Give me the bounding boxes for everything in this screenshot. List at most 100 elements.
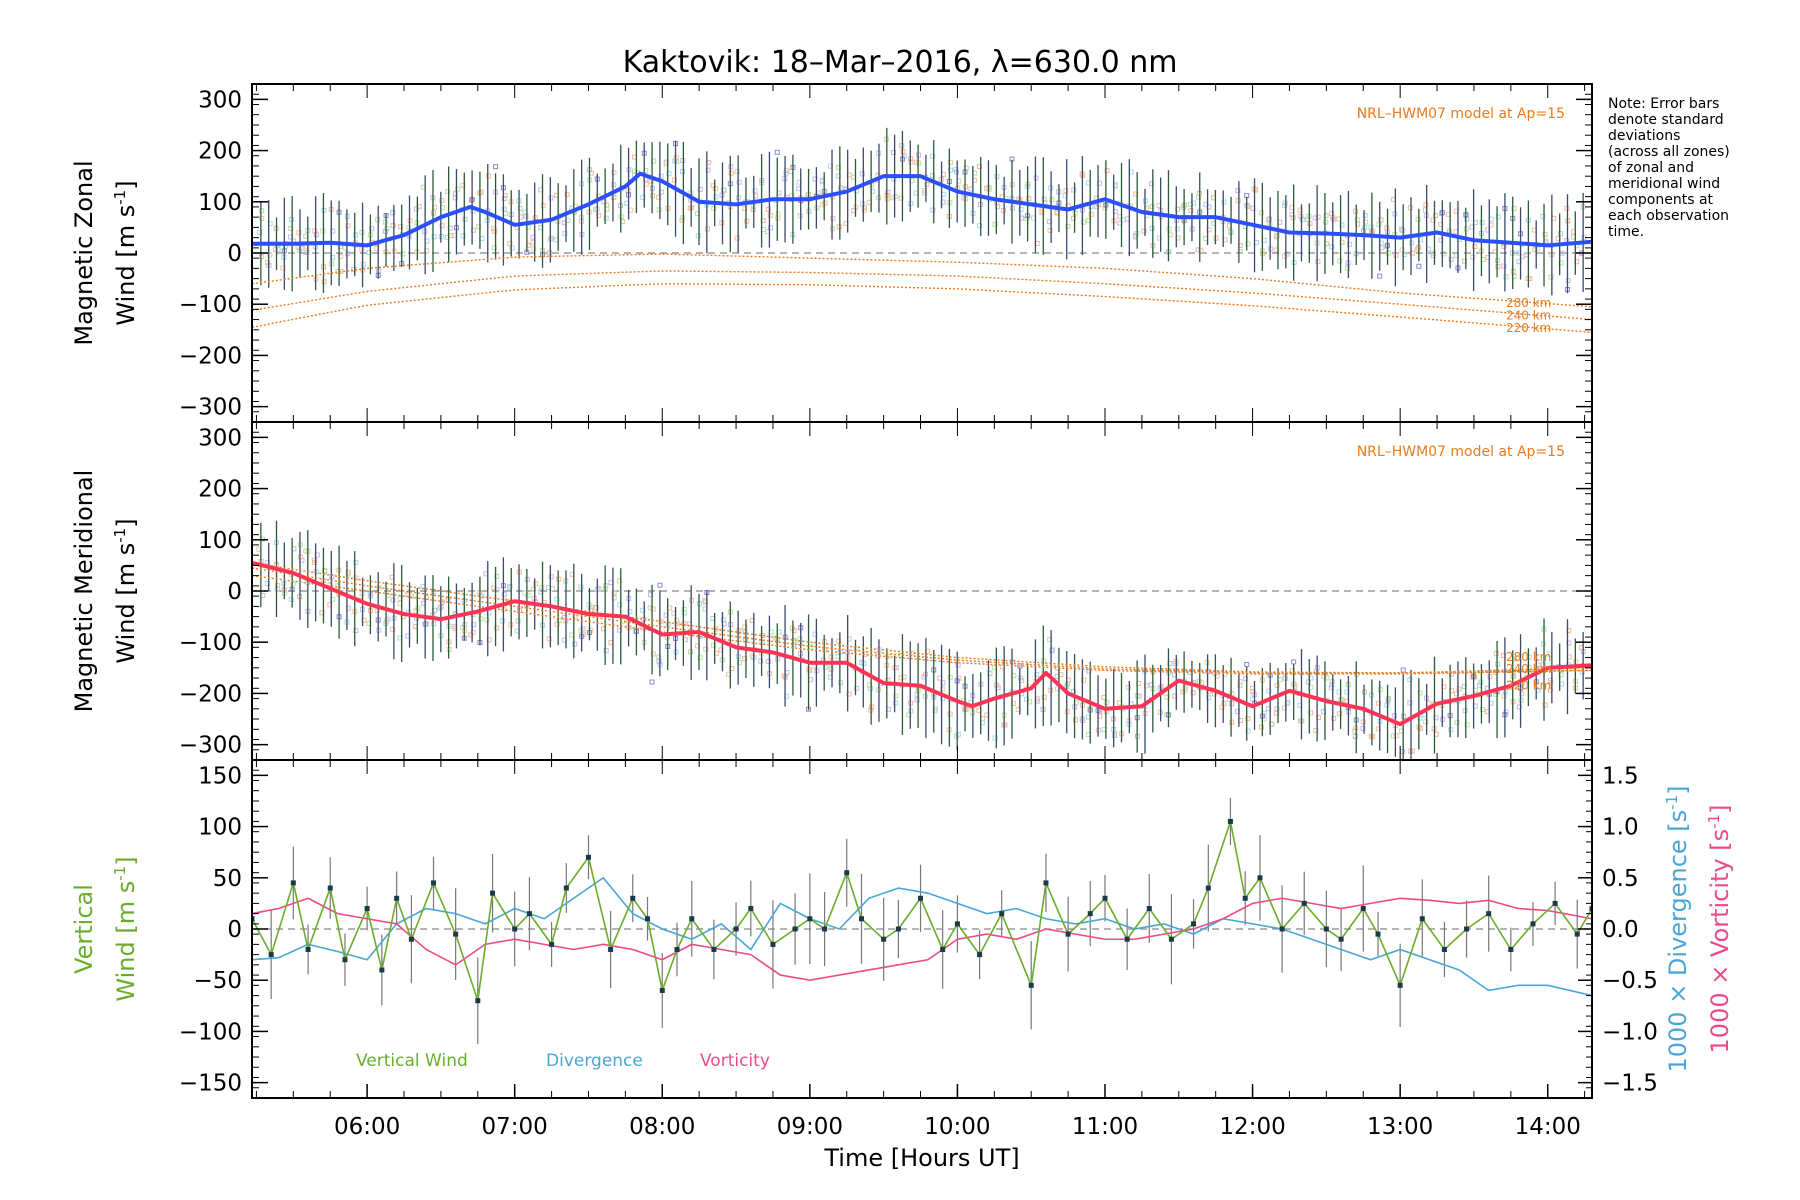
vertical-wind-point (1124, 936, 1130, 942)
zone-point (1323, 219, 1329, 225)
zone-point (296, 230, 302, 236)
ylabel-main: Wind [m s (112, 205, 140, 326)
zone-point (1331, 716, 1337, 722)
zone-point (656, 207, 662, 213)
model-curve-2 (252, 574, 1592, 675)
zone-point (390, 210, 396, 216)
x-tick-label: 11:00 (1072, 1114, 1138, 1140)
zone-point (1470, 674, 1476, 680)
y-axis-label-line1: Magnetic Zonal (70, 160, 98, 345)
y-tick-label: 100 (198, 190, 242, 216)
ylabel-main: Wind [m s (112, 881, 140, 1002)
zone-point (360, 261, 366, 267)
zone-point (1448, 256, 1454, 262)
zone-point (485, 173, 491, 179)
zone-point (390, 223, 396, 229)
panel-frame (251, 759, 1593, 1099)
zone-point (267, 252, 273, 258)
zone-point (1081, 677, 1087, 683)
zone-point (1018, 206, 1024, 212)
zone-point (1352, 733, 1358, 739)
zone-point (711, 642, 717, 648)
zone-point (1493, 650, 1499, 656)
zone-point (947, 674, 953, 680)
zone-point (1487, 674, 1493, 680)
zone-point (1346, 241, 1352, 247)
y2-tick-label: −0.5 (1602, 968, 1658, 994)
zone-point (666, 171, 672, 177)
zone-point (1377, 273, 1383, 279)
vertical-wind-point (689, 916, 695, 922)
zone-point (259, 208, 265, 214)
zone-point (1417, 715, 1423, 721)
zone-point (1065, 224, 1071, 230)
zone-point (930, 153, 936, 159)
zone-point (836, 638, 842, 644)
zone-point (1566, 628, 1572, 634)
vertical-wind-point (1530, 921, 1536, 927)
zone-point (1384, 244, 1390, 250)
vertical-wind-point (954, 921, 960, 927)
y-tick-label: 0 (227, 917, 242, 943)
vertical-wind-point (490, 890, 496, 896)
vertical-wind-point (408, 936, 414, 942)
y-axis-label-line2: Wind [m s-1] (111, 856, 140, 1001)
x-tick-label: 09:00 (777, 1114, 843, 1140)
y-tick-label: −300 (179, 733, 242, 759)
zone-point (1282, 203, 1288, 209)
zone-point (531, 246, 537, 252)
zone-point (1284, 700, 1290, 706)
zone-point (1407, 700, 1413, 706)
zone-point (345, 569, 351, 575)
zone-point (742, 624, 748, 630)
zone-point (1112, 732, 1118, 738)
y2-tick-label: 0.0 (1602, 917, 1639, 943)
zone-point (649, 679, 655, 685)
zone-point (658, 619, 664, 625)
zone-point (1221, 199, 1227, 205)
zone-point (1540, 641, 1546, 647)
zone-point (1190, 690, 1196, 696)
zone-point (885, 189, 891, 195)
zone-point (546, 250, 552, 256)
zone-point (695, 233, 701, 239)
zone-point (564, 192, 570, 198)
zone-point (932, 708, 938, 714)
zone-point (768, 225, 774, 231)
y-tick-label: 150 (198, 763, 242, 789)
note-line: (across all zones) (1608, 144, 1730, 160)
zone-point (656, 659, 662, 665)
zone-point (828, 654, 834, 660)
zone-point (758, 658, 764, 664)
zone-point (736, 179, 742, 185)
vertical-wind-point (1397, 982, 1403, 988)
zone-point (1071, 688, 1077, 694)
zone-point (703, 646, 709, 652)
zone-point (953, 733, 959, 739)
zone-point (548, 574, 554, 580)
y-tick-label: −100 (179, 292, 242, 318)
zone-point (1526, 654, 1532, 660)
zone-point (885, 654, 891, 660)
zone-point (312, 557, 318, 563)
legend-item-2: Vorticity (700, 1051, 770, 1071)
zone-point (736, 660, 742, 666)
zone-point (1370, 734, 1376, 740)
zone-point (1125, 684, 1131, 690)
note-line: Note: Error bars (1608, 96, 1719, 112)
y2-tick-label: 1.5 (1602, 763, 1639, 789)
zone-point (1511, 206, 1517, 212)
zone-point (1041, 196, 1047, 202)
zone-point (953, 169, 959, 175)
zone-point (1206, 695, 1212, 701)
div-label-close: ] (1664, 785, 1692, 794)
zone-point (546, 636, 552, 642)
zone-point (580, 626, 586, 632)
zone-point (588, 607, 594, 613)
zone-point (948, 167, 954, 173)
zone-point (1407, 677, 1413, 683)
zone-point (437, 605, 443, 611)
vertical-wind-point (1375, 931, 1381, 937)
zone-point (838, 680, 844, 686)
